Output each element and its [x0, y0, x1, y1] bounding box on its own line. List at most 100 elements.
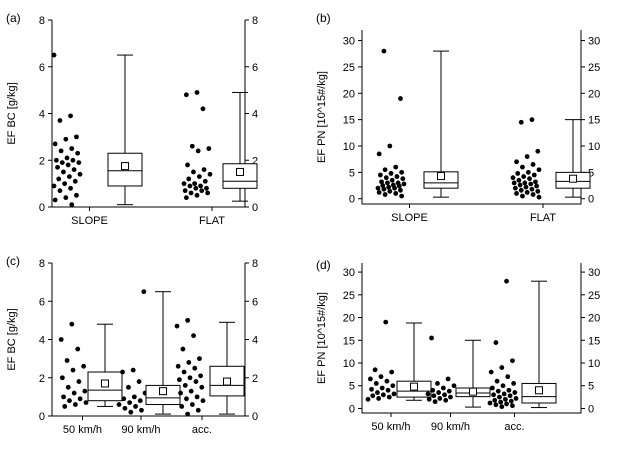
data-point [174, 323, 180, 329]
data-point [505, 374, 511, 380]
panel-b: 0 0 5 5 10 10 15 15 20 20 25 25 30 30 (b) EF PN [10^15#… [316, 11, 600, 224]
data-point [200, 398, 206, 404]
panel-label: (a) [6, 11, 21, 25]
data-point [425, 391, 431, 397]
y-tick-label-right: 5 [588, 381, 594, 393]
mean-marker [410, 382, 418, 391]
x-tick-label: 90 km/h [431, 421, 470, 433]
y-tick-label-left: 15 [343, 115, 355, 127]
y-tick-label-right: 4 [252, 335, 258, 347]
data-point [121, 396, 127, 402]
data-point [180, 346, 186, 352]
x-tick-label: SLOPE [71, 215, 108, 227]
iqr-box [222, 163, 258, 189]
data-point [194, 192, 200, 198]
y-tick-label-right: 25 [588, 290, 600, 302]
data-point [185, 162, 190, 168]
data-point [492, 397, 498, 403]
data-point [522, 180, 528, 186]
x-tick-label: acc. [504, 421, 524, 433]
data-point [370, 393, 376, 399]
group-0: 50 km/h [365, 319, 432, 433]
data-point [448, 394, 453, 400]
data-point [202, 178, 208, 184]
data-point [189, 402, 195, 407]
data-point [71, 390, 77, 396]
data-point [512, 185, 518, 191]
data-point [195, 407, 201, 413]
data-point [446, 388, 452, 394]
group-2: acc. [174, 317, 245, 436]
data-point [451, 383, 457, 389]
data-point [207, 171, 213, 177]
data-point [510, 358, 515, 364]
data-point [67, 398, 72, 404]
y-tick-label-left: 10 [343, 358, 355, 370]
y-tick-label-left: 30 [343, 36, 355, 48]
data-point [511, 381, 517, 386]
y-axis-label: EF PN [10^15#/kg] [316, 292, 328, 384]
data-point [536, 167, 542, 173]
data-point [188, 388, 194, 394]
y-tick-label-left: 0 [39, 202, 45, 214]
data-point [183, 195, 189, 201]
data-point [399, 193, 405, 199]
y-tick-label-right: 0 [588, 194, 594, 206]
data-point [57, 188, 63, 194]
data-point [61, 169, 66, 175]
data-point [529, 186, 535, 192]
y-tick-label-right: 5 [588, 167, 594, 179]
y-tick-label-right: 8 [252, 258, 258, 270]
data-point [71, 167, 77, 173]
axes-frame [51, 20, 246, 208]
data-point [52, 197, 58, 203]
data-point [187, 183, 193, 189]
data-point [396, 183, 402, 189]
data-point [376, 396, 382, 401]
data-point [518, 187, 524, 193]
data-point [501, 391, 507, 397]
data-point [389, 177, 395, 183]
group-1: FLAT [181, 90, 258, 227]
data-point [429, 335, 434, 341]
y-tick-label-left: 2 [39, 155, 45, 167]
data-point [185, 317, 191, 323]
y-tick-label-left: 5 [349, 167, 355, 179]
data-point [528, 181, 534, 187]
x-tick-label: SLOPE [391, 212, 428, 224]
data-point [507, 393, 513, 399]
data-point [383, 175, 389, 181]
data-point [533, 179, 538, 185]
data-point [530, 162, 536, 167]
data-point [380, 183, 386, 188]
data-point [191, 333, 196, 339]
data-point [200, 106, 206, 112]
data-point [523, 184, 529, 190]
data-point [498, 399, 504, 405]
y-axis-label: EF BC [g/kg] [6, 82, 18, 144]
data-point [508, 398, 514, 404]
data-point [141, 289, 147, 295]
data-point [69, 146, 75, 151]
data-point [76, 160, 82, 165]
data-point [401, 181, 407, 187]
data-point [198, 183, 203, 189]
mean-marker [121, 162, 129, 171]
y-tick-label-left: 10 [343, 141, 355, 153]
mean-marker [569, 174, 577, 183]
data-point [502, 396, 508, 402]
data-point [128, 409, 134, 415]
data-point [524, 154, 530, 159]
data-point [69, 202, 75, 208]
data-point [72, 178, 78, 184]
data-point [487, 400, 493, 406]
data-point [392, 185, 397, 191]
data-point [122, 405, 128, 411]
data-point [127, 400, 133, 406]
data-point [399, 169, 405, 175]
data-point [379, 385, 385, 391]
data-point [68, 185, 73, 191]
data-point [500, 383, 506, 389]
data-point [51, 183, 57, 189]
